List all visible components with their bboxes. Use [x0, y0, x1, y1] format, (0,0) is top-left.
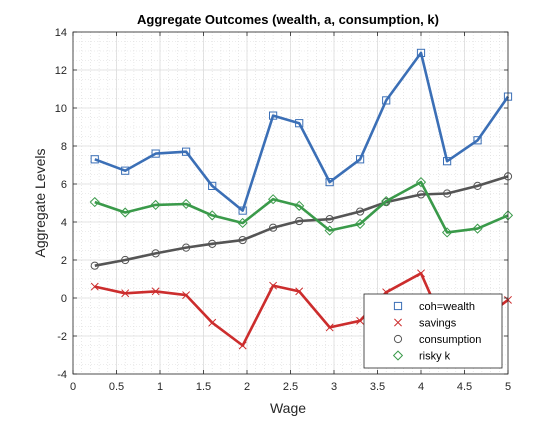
data-point-consumption: [90, 261, 99, 270]
legend-box: [363, 293, 503, 369]
data-point-savings: [182, 291, 191, 300]
data-point-coh-wealth: [382, 96, 391, 105]
y-tick-label: 8: [61, 141, 67, 153]
data-point-risky-k: [472, 223, 483, 234]
data-point-risky-k: [89, 196, 100, 208]
data-point-savings: [356, 316, 365, 325]
data-point-risky-k: [354, 218, 366, 230]
data-point-consumption: [238, 235, 247, 245]
data-point-consumption: [356, 207, 365, 216]
data-point-coh-wealth: [443, 157, 452, 166]
x-tick-label: 1.5: [196, 381, 211, 393]
data-point-coh-wealth: [90, 155, 99, 164]
series-risky-k: [89, 176, 514, 238]
data-point-savings: [121, 289, 130, 298]
x-tick-label: 0: [70, 381, 76, 393]
data-point-consumption: [443, 189, 452, 198]
data-point-risky-k: [381, 195, 392, 207]
data-point-savings: [295, 287, 304, 296]
series-line-coh-wealth: [94, 51, 510, 212]
data-point-consumption: [295, 216, 304, 226]
y-tick-label: 14: [55, 27, 67, 39]
data-point-risky-k: [150, 199, 161, 211]
legend: coh=wealth savings consumption risky k: [363, 293, 503, 369]
data-point-savings: [151, 287, 160, 296]
data-point-coh-wealth: [416, 48, 426, 57]
y-tick-label: 12: [55, 65, 67, 77]
data-point-coh-wealth: [325, 178, 334, 187]
data-point-risky-k: [267, 194, 279, 205]
data-point-savings: [325, 323, 334, 332]
data-point-risky-k: [294, 200, 305, 211]
data-point-risky-k: [120, 207, 131, 218]
data-point-coh-wealth: [295, 119, 304, 128]
data-point-consumption: [473, 181, 482, 190]
data-point-risky-k: [207, 210, 218, 221]
legend-label-savings: savings: [419, 318, 457, 330]
data-point-risky-k: [180, 198, 192, 210]
data-point-coh-wealth: [208, 181, 217, 191]
x-tick-label: 3.5: [370, 381, 385, 393]
legend-label-coh-wealth: coh=wealth: [419, 301, 475, 313]
data-point-savings: [238, 341, 247, 350]
data-point-coh-wealth: [269, 111, 278, 120]
data-point-coh-wealth: [151, 149, 160, 158]
x-tick-label: 1: [157, 381, 163, 393]
data-point-coh-wealth: [238, 206, 247, 215]
data-point-consumption: [151, 249, 160, 258]
y-tick-label: 2: [61, 255, 67, 267]
data-point-savings: [417, 269, 425, 278]
data-point-consumption: [121, 255, 130, 265]
axis-ticks: 0 0.5 1 1.5 2 2.5 3 3.5 4 4.5 5 -4 -2 0 2 4 6 8 10 12 14: [55, 27, 511, 393]
data-point-consumption: [416, 190, 426, 199]
data-point-consumption: [182, 243, 191, 252]
data-point-risky-k: [415, 176, 427, 188]
legend-marker-consumption: [393, 334, 403, 344]
x-tick-label: 4: [418, 381, 424, 393]
x-tick-label: 2.5: [283, 381, 298, 393]
y-tick-label: 4: [61, 217, 67, 229]
y-tick-label: 10: [55, 103, 67, 115]
series-line-risky-k: [94, 180, 509, 234]
x-axis-label: Wage: [270, 400, 306, 416]
series-coh-wealth: [90, 48, 513, 215]
data-point-risky-k: [324, 225, 335, 236]
y-tick-label: 0: [61, 293, 67, 305]
data-point-consumption: [325, 215, 334, 224]
legend-label-consumption: consumption: [419, 334, 481, 346]
data-point-coh-wealth: [473, 136, 482, 145]
y-tick-label: 6: [61, 179, 67, 191]
data-point-coh-wealth: [182, 147, 191, 156]
chart-title: Aggregate Outcomes (wealth, a, consumpti…: [137, 12, 439, 27]
y-tick-label: -4: [57, 369, 67, 381]
legend-label-risky-k: risky k: [419, 351, 451, 363]
data-point-savings: [208, 318, 217, 327]
data-point-consumption: [208, 239, 217, 248]
legend-marker-coh-wealth: [393, 301, 403, 311]
data-point-savings: [269, 281, 278, 290]
data-point-consumption: [269, 223, 278, 232]
data-point-risky-k: [237, 217, 248, 229]
x-tick-label: 0.5: [109, 381, 124, 393]
data-point-coh-wealth: [356, 155, 365, 164]
data-point-savings: [90, 282, 99, 291]
x-tick-label: 5: [505, 381, 511, 393]
x-tick-label: 4.5: [457, 381, 472, 393]
y-axis-label: Aggregate Levels: [32, 149, 48, 258]
series-line-consumption: [94, 175, 509, 267]
x-tick-label: 3: [331, 381, 337, 393]
data-point-risky-k: [441, 227, 453, 238]
legend-marker-savings: [394, 318, 402, 327]
y-tick-label: -2: [57, 331, 67, 343]
x-tick-label: 2: [244, 381, 250, 393]
legend-marker-risky-k: [392, 350, 404, 361]
data-point-coh-wealth: [121, 166, 130, 175]
